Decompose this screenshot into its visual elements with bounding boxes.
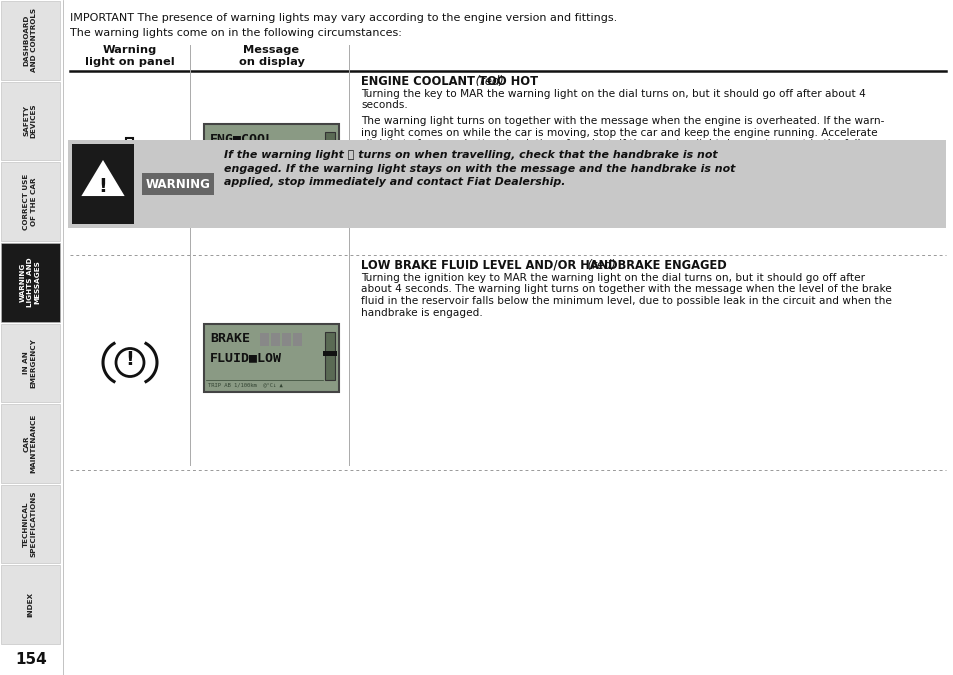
Text: (red): (red) [583,259,616,272]
Text: Message: Message [243,45,299,55]
Bar [128,144,132,164]
Text: INDEX: INDEX [27,592,33,617]
Bar [127,138,133,166]
Text: CAR
MAINTENANCE: CAR MAINTENANCE [23,414,37,473]
Bar [1,485,60,564]
Bar [1,566,60,644]
Bar [271,333,280,346]
Text: handbrake is engaged.: handbrake is engaged. [360,308,482,317]
Text: TECHNICAL
SPECIFICATIONS: TECHNICAL SPECIFICATIONS [23,491,37,558]
Text: FLUID■LOW: FLUID■LOW [210,352,282,364]
Bar [142,173,213,195]
Text: Warning: Warning [103,45,157,55]
Text: seconds.: seconds. [360,101,407,111]
Bar [71,144,133,224]
Text: SAFETY
DEVICES: SAFETY DEVICES [23,104,37,138]
Text: Turning the key to MAR the warning light on the dial turns on, but it should go : Turning the key to MAR the warning light… [360,89,864,99]
Text: TRIP AB 1/100km  @°C↓ ▲: TRIP AB 1/100km @°C↓ ▲ [208,383,282,387]
Text: slightly to favour a better circulation of coolant. If the warning light does no: slightly to favour a better circulation … [360,139,879,149]
Bar [325,132,335,180]
Bar [204,323,338,392]
Circle shape [123,161,136,175]
Text: ing light comes on while the car is moving, stop the car and keep the engine run: ing light comes on while the car is movi… [360,128,877,138]
Text: The warning lights come on in the following circumstances:: The warning lights come on in the follow… [70,28,401,38]
Text: !: ! [126,350,134,369]
Bar [323,151,336,156]
Text: If the warning light ⓘ turns on when travelling, check that the handbrake is not: If the warning light ⓘ turns on when tra… [224,150,717,160]
Text: TEMP.■HIGH: TEMP.■HIGH [210,152,290,165]
Text: ENGINE COOLANT TOO HOT: ENGINE COOLANT TOO HOT [360,75,537,88]
Text: light on panel: light on panel [85,57,174,67]
Text: engaged. If the warning light stays on with the message and the handbrake is not: engaged. If the warning light stays on w… [224,163,735,173]
Bar [204,124,338,192]
Bar [260,333,269,346]
Text: 154: 154 [15,652,47,667]
Text: about 4 seconds. The warning light turns on together with the message when the l: about 4 seconds. The warning light turns… [360,284,891,294]
Bar [1,82,60,160]
Bar [1,323,60,402]
Bar [1,162,60,241]
Text: CORRECT USE
OF THE CAR: CORRECT USE OF THE CAR [23,173,37,230]
Text: ENG■COOL: ENG■COOL [210,132,274,145]
Text: IN AN
EMERGENCY: IN AN EMERGENCY [23,338,37,387]
Bar [1,404,60,483]
Text: WARNING
LIGHTS AND
MESSAGES: WARNING LIGHTS AND MESSAGES [19,257,40,307]
Text: BRAKE: BRAKE [210,331,250,344]
Bar [325,331,335,379]
Polygon shape [83,162,123,195]
Text: on display: on display [238,57,304,67]
Text: ing two or three minutes, stop the engine and contact a Fiat Dealership.: ing two or three minutes, stop the engin… [360,151,744,161]
Bar [323,350,336,356]
Text: fluid in the reservoir falls below the minimum level, due to possible leak in th: fluid in the reservoir falls below the m… [360,296,891,306]
Text: DASHBOARD
AND CONTROLS: DASHBOARD AND CONTROLS [23,8,37,72]
Text: WARNING: WARNING [146,178,211,190]
Bar [282,333,291,346]
Bar [1,243,60,321]
Text: IMPORTANT The presence of warning lights may vary according to the engine versio: IMPORTANT The presence of warning lights… [70,13,617,23]
Text: LOW BRAKE FLUID LEVEL AND/OR HANDBRAKE ENGAGED: LOW BRAKE FLUID LEVEL AND/OR HANDBRAKE E… [360,259,726,272]
Bar [68,140,945,228]
Bar [293,333,302,346]
Text: TRIP AB 1/100km  @°C↓ ▲: TRIP AB 1/100km @°C↓ ▲ [208,183,282,188]
Text: !: ! [98,176,108,196]
Bar [1,1,60,80]
Text: The warning light turns on together with the message when the engine is overheat: The warning light turns on together with… [360,116,883,126]
Text: (red): (red) [472,75,503,88]
Text: Turning the ignition key to MAR the warning light on the dial turns on, but it s: Turning the ignition key to MAR the warn… [360,273,864,283]
Text: applied, stop immediately and contact Fiat Dealership.: applied, stop immediately and contact Fi… [224,177,565,187]
